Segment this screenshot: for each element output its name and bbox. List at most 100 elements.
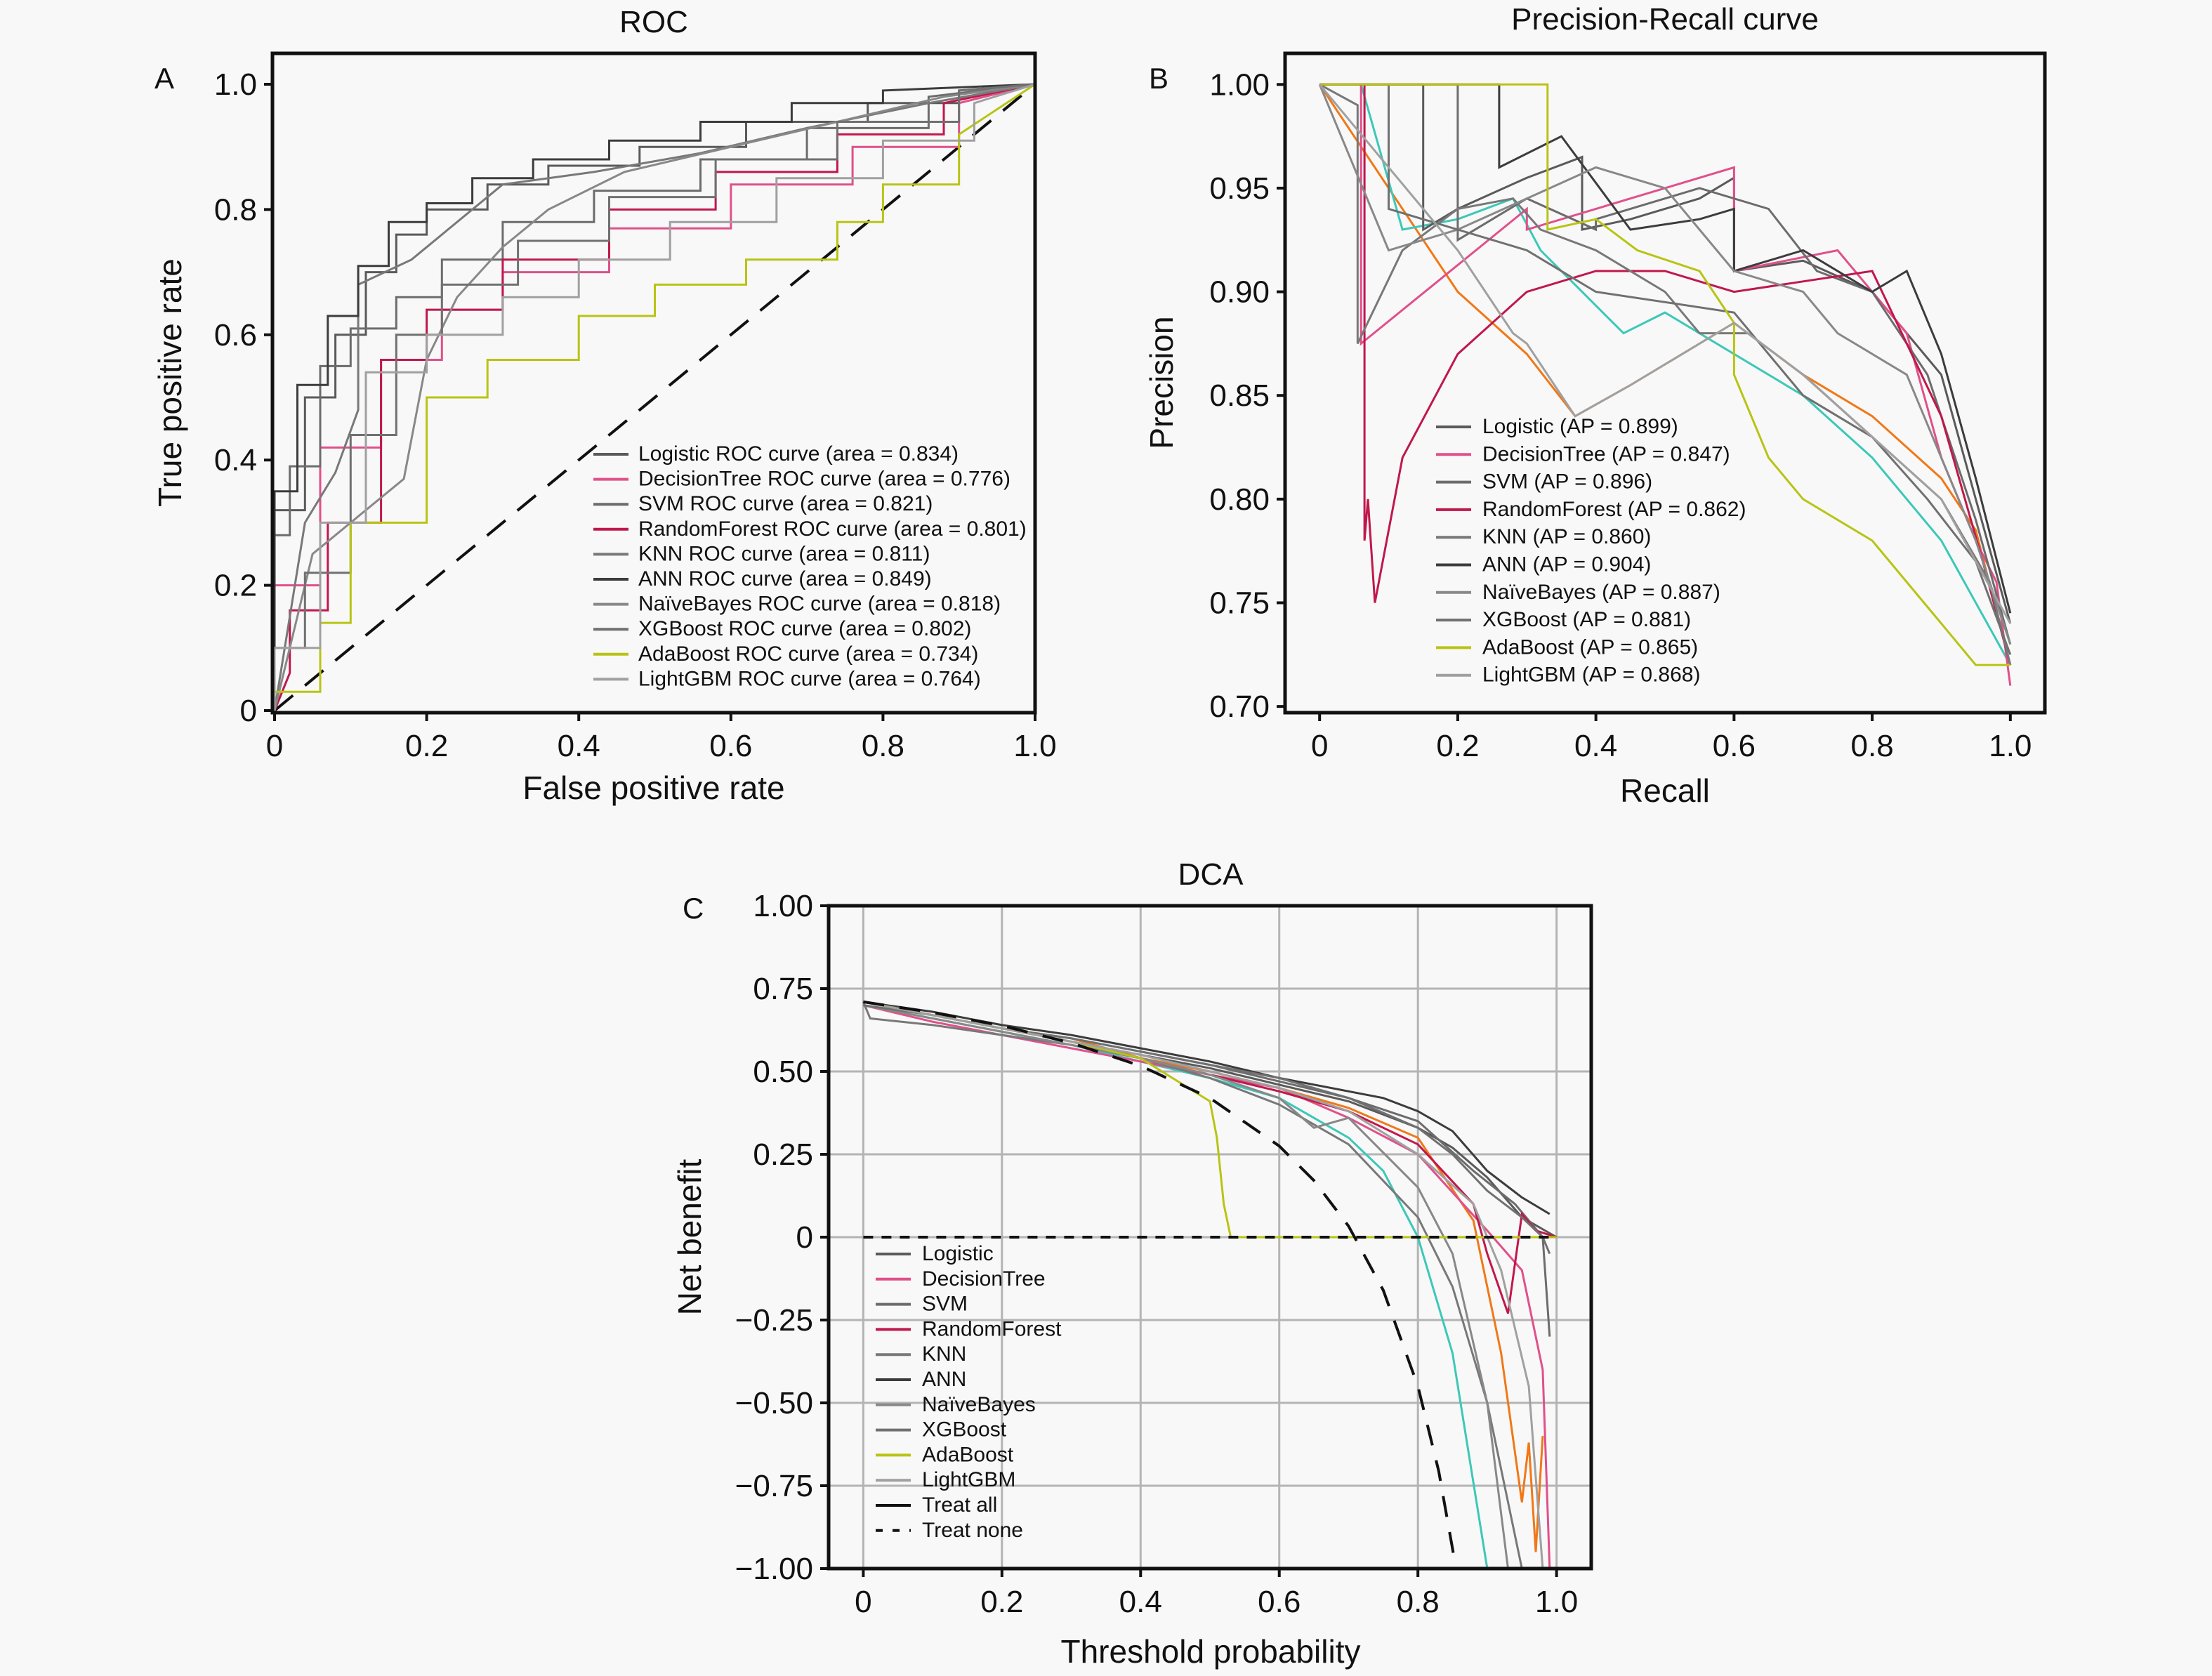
x-tick-label: 0 — [1311, 729, 1328, 763]
svm-curve — [1319, 83, 2012, 645]
lightgbm-curve — [863, 1001, 1544, 1569]
legend-label: DecisionTree ROC curve (area = 0.776) — [638, 468, 1010, 491]
pr-legend: Logistic (AP = 0.899) DecisionTree (AP = … — [1436, 415, 1746, 687]
adaboost-curve — [1319, 83, 2010, 666]
legend-item-logistic: Logistic ROC curve (area = 0.834) — [593, 442, 959, 466]
y-tick-label: 0.90 — [1209, 275, 1270, 310]
legend-item-xgboost: XGBoost (AP = 0.881) — [1436, 608, 1691, 631]
legend-item-svm: SVM (AP = 0.896) — [1436, 470, 1652, 494]
legend-item-svm: SVM ROC curve (area = 0.821) — [593, 492, 933, 515]
legend-label: LightGBM ROC curve (area = 0.764) — [638, 667, 981, 690]
legend-label: Treat all — [922, 1493, 997, 1517]
legend-label: Logistic (AP = 0.899) — [1482, 415, 1678, 438]
y-tick-label: −0.25 — [735, 1303, 813, 1338]
treat-all-curve — [863, 1000, 1458, 1569]
legend-label: LightGBM — [922, 1468, 1015, 1491]
y-tick-label: 0.50 — [753, 1055, 813, 1089]
dca-lines — [862, 1000, 1558, 1569]
legend-label: RandomForest (AP = 0.862) — [1482, 498, 1746, 521]
dca-panel-label: C — [683, 892, 704, 925]
roc-y-axis-label: True positive rate — [152, 258, 188, 507]
pr-x-ticks: 0 0.2 0.4 0.6 0.8 1.0 — [1311, 713, 2032, 763]
legend-label: Treat none — [922, 1519, 1023, 1542]
legend-label: AdaBoost (AP = 0.865) — [1482, 635, 1698, 659]
pr-title: Precision-Recall curve — [1511, 2, 1819, 37]
legend-item-xgboost: XGBoost — [876, 1418, 1007, 1441]
pr-plot-frame — [1283, 51, 2047, 715]
legend-label: XGBoost — [922, 1418, 1007, 1441]
pr-lines — [1318, 83, 2012, 686]
y-tick-label: 0.75 — [753, 972, 813, 1006]
randomforest-curve — [1319, 83, 2012, 666]
y-tick-label: −0.75 — [735, 1469, 813, 1503]
x-tick-label: 0.4 — [1574, 729, 1617, 763]
x-tick-label: 0.2 — [1436, 729, 1479, 763]
legend-item-knn: KNN ROC curve (area = 0.811) — [593, 542, 930, 565]
x-tick-label: 1.0 — [1013, 729, 1056, 763]
chance-diagonal-line — [273, 83, 1035, 712]
legend-item-naivebayes: NaïveBayes ROC curve (area = 0.818) — [593, 593, 1001, 616]
legend-label: NaïveBayes ROC curve (area = 0.818) — [638, 593, 1001, 616]
dca-panel: DCA C Threshold probability Net benefit … — [671, 857, 1593, 1670]
legend-label: DecisionTree (AP = 0.847) — [1482, 442, 1730, 466]
y-tick-label: −0.50 — [735, 1386, 813, 1420]
dca-x-axis-label: Threshold probability — [1060, 1633, 1360, 1670]
legend-item-adaboost: AdaBoost — [876, 1443, 1014, 1466]
legend-item-svm: SVM — [876, 1293, 968, 1316]
legend-item-lightgbm: LightGBM ROC curve (area = 0.764) — [593, 667, 981, 690]
legend-label: SVM ROC curve (area = 0.821) — [638, 492, 933, 515]
legend-label: NaïveBayes — [922, 1393, 1036, 1416]
legend-label: ANN ROC curve (area = 0.849) — [638, 567, 932, 590]
y-tick-label: 1.0 — [214, 67, 257, 102]
y-tick-label: 1.00 — [1209, 67, 1270, 102]
roc-title: ROC — [619, 5, 688, 39]
x-tick-label: 0.8 — [1851, 729, 1894, 763]
ann-curve — [1319, 83, 2012, 614]
ann-curve — [863, 1001, 1551, 1215]
legend-item-treat-all: Treat all — [876, 1493, 997, 1517]
dca-y-ticks: −1.00 −0.75 −0.50 −0.25 0 0.25 0.50 0.75 1.00 — [735, 889, 829, 1586]
pr-panel-label: B — [1149, 62, 1168, 95]
legend-item-xgboost: XGBoost ROC curve (area = 0.802) — [593, 617, 971, 640]
legend-item-randomforest: RandomForest — [876, 1317, 1062, 1340]
y-tick-label: 0.8 — [214, 192, 257, 227]
legend-item-randomforest: RandomForest (AP = 0.862) — [1436, 498, 1746, 521]
x-tick-label: 0 — [855, 1585, 871, 1619]
legend-item-randomforest: RandomForest ROC curve (area = 0.801) — [593, 517, 1027, 541]
xgboost-curve — [863, 1004, 1551, 1255]
roc-y-ticks: 0 0.2 0.4 0.6 0.8 1.0 — [214, 67, 272, 728]
legend-label: LightGBM (AP = 0.868) — [1482, 664, 1700, 687]
pr-y-ticks: 0.70 0.75 0.80 0.85 0.90 0.95 1.00 — [1209, 67, 1285, 724]
y-tick-label: 0.2 — [214, 569, 257, 603]
roc-legend: Logistic ROC curve (area = 0.834)Decisio… — [593, 442, 1027, 690]
pr-y-axis-label: Precision — [1143, 316, 1180, 449]
roc-x-ticks: 0 0.2 0.4 0.6 0.8 1.0 — [266, 713, 1057, 763]
dca-plot-frame — [827, 904, 1593, 1571]
legend-label: KNN (AP = 0.860) — [1482, 525, 1651, 548]
legend-label: KNN ROC curve (area = 0.811) — [638, 542, 930, 565]
x-tick-label: 0.6 — [1258, 1585, 1301, 1619]
x-tick-label: 0.6 — [709, 729, 752, 763]
legend-label: XGBoost (AP = 0.881) — [1482, 608, 1691, 631]
legend-label: AdaBoost ROC curve (area = 0.734) — [638, 642, 978, 666]
legend-label: ANN (AP = 0.904) — [1482, 553, 1651, 576]
legend-label: SVM — [922, 1293, 968, 1316]
y-tick-label: 0.95 — [1209, 171, 1270, 206]
legend-item-treat-none: Treat none — [876, 1519, 1023, 1542]
xgboost-curve — [1319, 83, 2012, 655]
legend-label: Logistic — [922, 1242, 994, 1265]
y-tick-label: 0.70 — [1209, 689, 1270, 724]
legend-label: AdaBoost — [922, 1443, 1014, 1466]
y-tick-label: 0.85 — [1209, 378, 1270, 413]
legend-item-adaboost: AdaBoost ROC curve (area = 0.734) — [593, 642, 978, 666]
adaboost-curve — [273, 83, 1035, 711]
x-tick-label: 0.4 — [1119, 1585, 1162, 1619]
y-tick-label: 0.6 — [214, 318, 257, 352]
y-tick-label: 0 — [240, 694, 257, 728]
y-tick-label: 0.25 — [753, 1137, 813, 1172]
legend-label: RandomForest — [922, 1317, 1062, 1340]
roc-panel-label: A — [154, 62, 174, 95]
x-tick-label: 0.2 — [405, 729, 448, 763]
roc-x-axis-label: False positive rate — [522, 770, 784, 806]
